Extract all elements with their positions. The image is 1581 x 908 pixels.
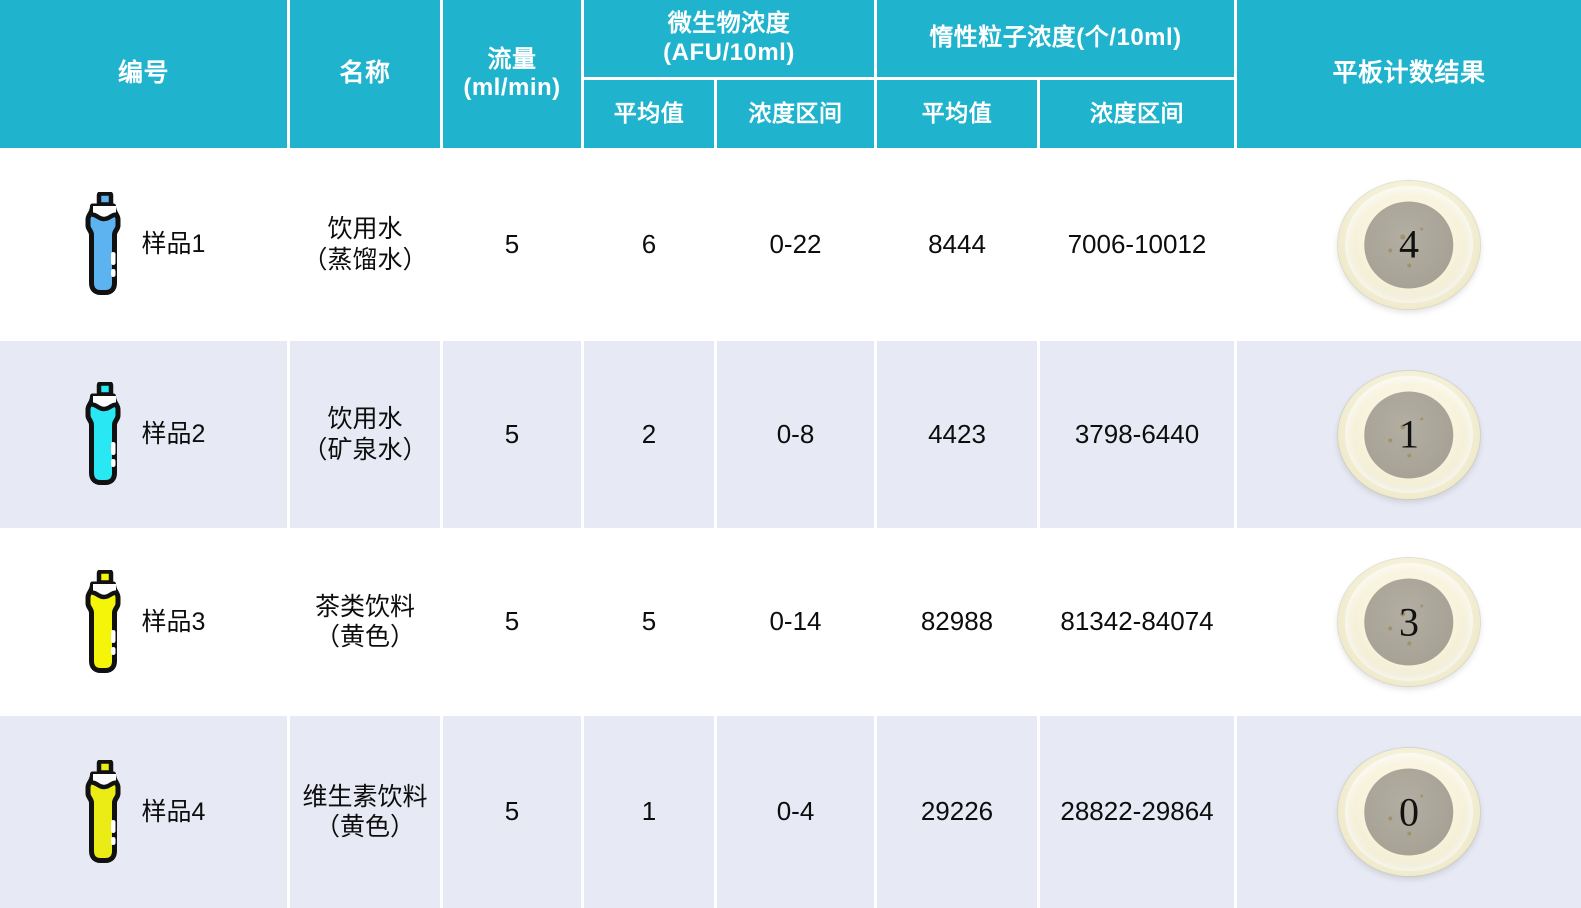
table-row-sample[interactable]: 样品1 [0,150,287,339]
colony-speck [1420,604,1424,608]
row-stripe-segment [877,341,1037,528]
header-col-name: 名称 [290,0,440,148]
colony-speck [1420,417,1424,421]
plate-count-value: 3 [1398,599,1419,644]
petri-dish-agar: 4 [1364,200,1454,289]
plate-count-value: 0 [1398,789,1419,834]
row-stripe-segment [1040,341,1234,528]
cell-plate-result: 0 [1237,716,1581,908]
bottle-icon [85,382,121,485]
colony-speck [1407,641,1412,646]
cell-name: 饮用水 （蒸馏水） [302,215,428,274]
colony-speck [1388,248,1393,253]
bottle-icon [85,759,121,863]
colony-speck [1400,611,1406,617]
cell-plate-result: 1 [1237,341,1581,528]
header-sub-inert-range: 浓度区间 [1040,80,1234,148]
header-sub-inert-mean: 平均值 [877,80,1037,148]
cell-flow: 5 [504,796,520,827]
cell-inert-mean: 8444 [928,228,986,259]
colony-speck [1420,227,1424,231]
row-stripe-segment [717,341,874,528]
petri-dish[interactable]: 4 [1338,180,1480,309]
sample-label: 样品4 [141,797,206,826]
cell-flow: 5 [504,606,520,637]
cell-microbe-range: 0-4 [776,796,815,827]
header-group-inert: 惰性粒子浓度(个/10ml) [877,0,1234,77]
row-stripe-segment [290,716,440,908]
row-stripe-segment [717,716,874,908]
row-stripe-segment [443,341,581,528]
cell-microbe-range: 0-22 [769,228,822,259]
header-sub-microbe-range: 浓度区间 [717,80,874,148]
cell-name: 茶类饮料 （黄色） [314,592,415,652]
row-stripe-segment [0,341,287,528]
cell-name: 维生素饮料 （黄色） [302,782,428,842]
table-row-sample[interactable]: 样品4 [0,716,287,908]
row-stripe-segment [877,716,1037,908]
table-row-sample[interactable]: 样品2 [0,341,287,528]
cell-flow: 5 [504,228,520,259]
petri-dish-agar: 3 [1364,578,1454,666]
header-col-plate: 平板计数结果 [1237,0,1581,148]
header-group-microbe: 微生物浓度 (AFU/10ml) [584,0,874,77]
cell-name: 饮用水 （矿泉水） [302,405,428,464]
colony-speck [1407,831,1412,836]
petri-dish[interactable]: 3 [1338,558,1480,686]
colony-speck [1400,424,1406,430]
petri-dish[interactable]: 0 [1338,748,1480,876]
row-stripe-segment [290,341,440,528]
sample-label: 样品2 [141,420,206,449]
bottle-icon [85,192,121,295]
colony-speck [1407,263,1412,268]
bottle-icon [85,569,121,673]
cell-plate-result: 4 [1237,150,1581,339]
petri-dish-agar: 1 [1364,390,1454,479]
sample-label: 样品1 [141,230,206,259]
cell-plate-result: 3 [1237,530,1581,714]
row-stripe-segment [584,716,714,908]
row-stripe-segment [584,341,714,528]
cell-inert-mean: 4423 [928,418,986,449]
cell-inert-range: 7006-10012 [1067,228,1207,259]
cell-inert-range: 81342-84074 [1060,606,1214,637]
plate-count-value: 1 [1398,411,1419,457]
header-col-flow: 流量 (ml/min) [443,0,581,148]
header-col-no: 编号 [0,0,287,148]
cell-inert-range: 3798-6440 [1074,418,1200,449]
petri-dish-agar: 0 [1364,768,1454,856]
row-stripe-segment [443,716,581,908]
colony-speck [1420,794,1424,798]
cell-microbe-mean: 5 [641,606,657,637]
colony-speck [1400,234,1406,240]
petri-dish[interactable]: 1 [1338,370,1480,499]
cell-microbe-mean: 2 [641,418,657,449]
colony-speck [1388,438,1393,443]
colony-speck [1407,453,1412,458]
table-row-sample[interactable]: 样品3 [0,530,287,714]
cell-microbe-mean: 6 [641,228,657,259]
cell-inert-range: 28822-29864 [1060,796,1214,827]
plate-count-value: 4 [1398,221,1419,267]
header-sub-microbe-mean: 平均值 [584,80,714,148]
sample-label: 样品3 [141,607,206,636]
cell-inert-mean: 82988 [920,606,994,637]
colony-speck [1400,801,1406,807]
cell-microbe-range: 0-8 [776,418,815,449]
cell-flow: 5 [504,418,520,449]
cell-microbe-mean: 1 [641,796,657,827]
colony-speck [1388,626,1393,631]
row-stripe-segment [0,716,287,908]
cell-inert-mean: 29226 [920,796,994,827]
cell-microbe-range: 0-14 [769,606,822,637]
colony-speck [1388,816,1393,821]
row-stripe-segment [1040,716,1234,908]
